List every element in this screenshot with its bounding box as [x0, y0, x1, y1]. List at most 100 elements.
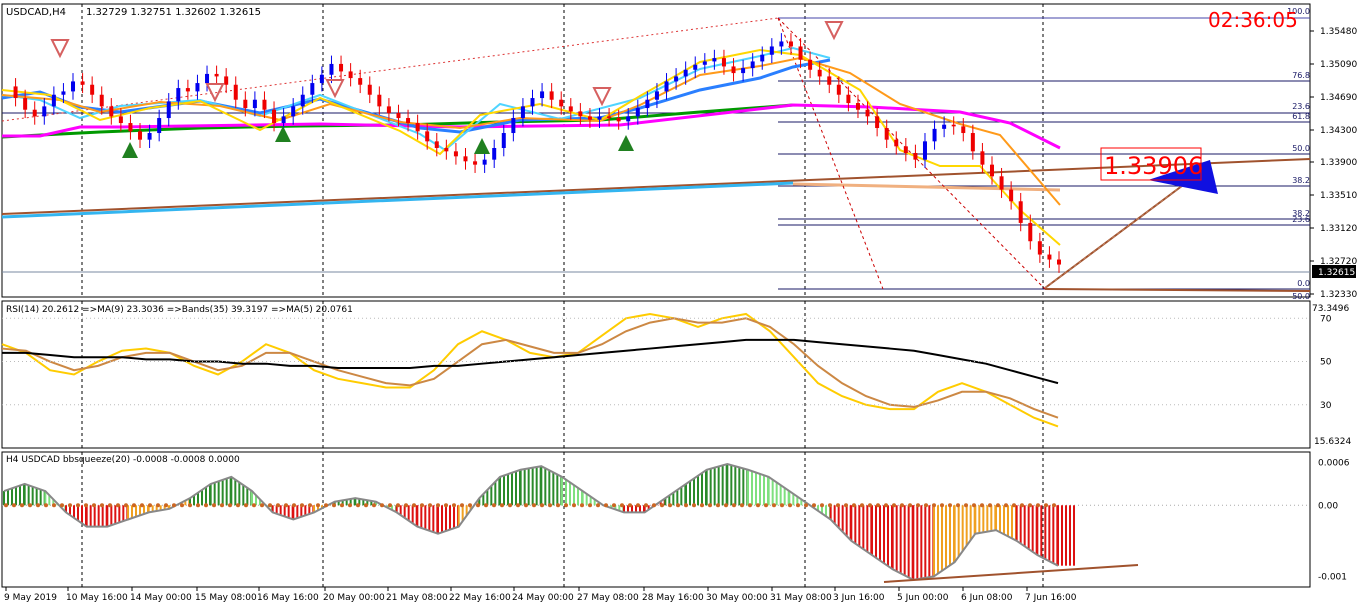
target-price-label: 1.33906	[1104, 152, 1203, 180]
ma-yellow-line	[1, 48, 1061, 246]
rsi-series-rsi	[1, 312, 1059, 428]
trendline-brown	[1, 158, 1311, 215]
squeeze-dot	[244, 503, 248, 508]
time-tick-label: 10 May 16:00	[66, 593, 128, 603]
candle-body	[13, 86, 18, 99]
price-tick-label: 1.34690	[1320, 93, 1357, 103]
candle-body	[1047, 254, 1052, 260]
candle-body	[607, 116, 612, 119]
squeeze-dot	[116, 503, 120, 508]
candle-body	[549, 91, 554, 100]
squeeze-dot	[820, 503, 824, 508]
squeeze-dot	[148, 503, 152, 508]
squeeze-dot	[92, 503, 96, 508]
candle-body	[348, 71, 353, 79]
squeeze-dot	[740, 503, 744, 508]
squeeze-dot	[380, 503, 384, 508]
fib-level-label: 23.6	[1292, 102, 1310, 111]
squeeze-dot	[324, 503, 328, 508]
squeeze-dot	[900, 503, 904, 508]
candle-body	[138, 131, 143, 140]
squeeze-dot	[12, 503, 16, 508]
candle-body	[90, 84, 95, 95]
candle-body	[482, 159, 487, 165]
candle-body	[788, 41, 793, 47]
squeeze-dot	[164, 503, 168, 508]
squeeze-dot	[716, 503, 720, 508]
time-tick-label: 6 Jun 08:00	[961, 593, 1013, 603]
candle-body	[396, 113, 401, 119]
squeeze-dot	[460, 503, 464, 508]
rsi-tick-label: 30	[1320, 401, 1332, 411]
candle-body	[1009, 189, 1014, 202]
squeeze-dot	[100, 503, 104, 508]
candle-body	[817, 69, 822, 77]
squeeze-dot	[36, 503, 40, 508]
squeeze-dot	[268, 503, 272, 508]
squeeze-trendline	[883, 564, 1139, 583]
squeeze-dot	[796, 503, 800, 508]
squeeze-dot	[44, 503, 48, 508]
rsi-header: RSI(14) 20.2612 =>MA(9) 23.3036 =>Bands(…	[6, 305, 353, 315]
squeeze-dot	[220, 503, 224, 508]
candle-body	[128, 123, 133, 132]
buy-arrow-icon	[122, 142, 138, 158]
candle-body	[214, 73, 219, 77]
candle-body	[434, 141, 439, 149]
buy-arrow-icon	[474, 138, 490, 154]
squeeze-dot	[276, 503, 280, 508]
candle-body	[185, 88, 190, 92]
candle-body	[166, 101, 171, 119]
price-tick-label: 1.32330	[1320, 290, 1357, 300]
sell-arrow-icon	[592, 87, 612, 107]
candle-body	[224, 76, 229, 85]
squeeze-dot	[412, 503, 416, 508]
candle-body	[693, 64, 698, 70]
candle-body	[425, 131, 430, 142]
rsi-panel-frame	[1, 300, 1311, 449]
squeeze-dot	[372, 503, 376, 508]
fib-level-label: 0.0	[1297, 279, 1310, 288]
candle-body	[674, 76, 679, 82]
squeeze-dot	[212, 503, 216, 508]
squeeze-dot	[788, 503, 792, 508]
fib-level-label: 38.2	[1292, 176, 1310, 185]
candle-body	[61, 91, 66, 95]
squeeze-dot	[596, 503, 600, 508]
squeeze-dot	[804, 503, 808, 508]
candle-body	[367, 84, 372, 95]
candle-body	[540, 91, 545, 99]
squeeze-dot	[876, 503, 880, 508]
squeeze-dot	[348, 503, 352, 508]
time-tick-label: 3 Jun 16:00	[833, 593, 885, 603]
squeeze-dot	[1004, 503, 1008, 508]
squeeze-dot	[540, 503, 544, 508]
squeeze-dot	[612, 503, 616, 508]
squeeze-dot	[892, 503, 896, 508]
candle-body	[511, 118, 516, 134]
squeeze-dot	[956, 503, 960, 508]
squeeze-dot	[28, 503, 32, 508]
squeeze-dot	[572, 503, 576, 508]
candle-body	[980, 151, 985, 165]
fib-level-label: 50.0	[1292, 292, 1310, 301]
candle-body	[109, 106, 114, 117]
squeeze-dot	[852, 503, 856, 508]
candle-body	[616, 118, 621, 122]
candle-body	[875, 116, 880, 129]
time-tick-label: 16 May 16:00	[257, 593, 319, 603]
squeeze-dot	[948, 503, 952, 508]
sell-arrow-icon	[824, 21, 844, 41]
price-tick-label: 1.33120	[1320, 224, 1357, 234]
fib-level-label: 61.8	[1292, 112, 1310, 121]
squeeze-dot	[436, 503, 440, 508]
squeeze-dot	[580, 503, 584, 508]
squeeze-dot	[52, 503, 56, 508]
squeeze-dot	[172, 503, 176, 508]
candle-body	[377, 94, 382, 107]
time-tick-label: 28 May 16:00	[642, 593, 704, 603]
candle-body	[415, 123, 420, 132]
squeeze-dot	[420, 503, 424, 508]
squeeze-dot	[260, 503, 264, 508]
squeeze-dot	[564, 503, 568, 508]
